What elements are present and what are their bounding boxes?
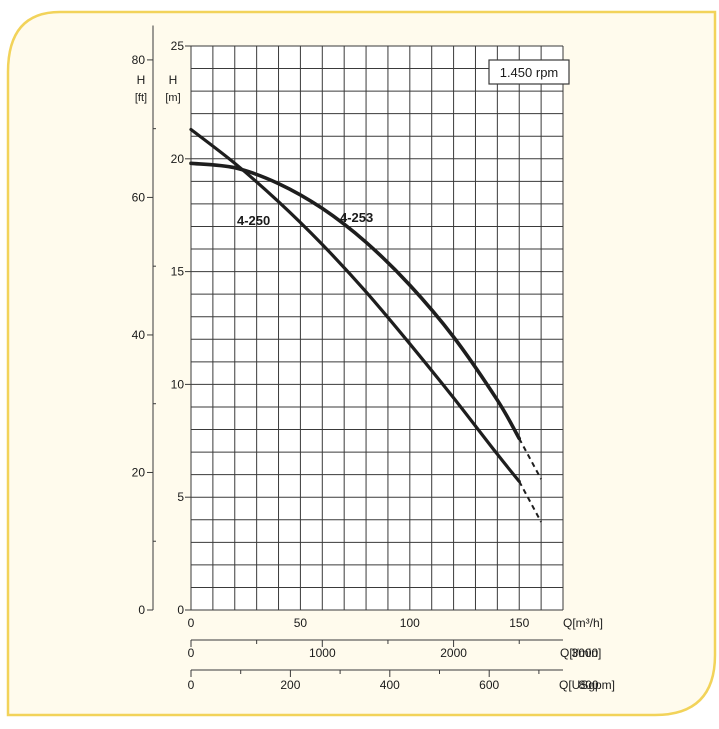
y-axis-m: 0 5 10 15 20 25 <box>171 39 191 617</box>
y-axis-ft-tick-label: 0 <box>138 603 145 617</box>
y-axis-m-tick-label: 10 <box>171 377 185 391</box>
x-axis-m3h: 0 50 100 150 <box>188 616 530 630</box>
x-axis-lmin-tick-label: 3000 <box>572 646 599 660</box>
series-line-4-250 <box>189 127 521 483</box>
y-axis-m-unit: [m] <box>165 92 180 104</box>
x-axis-usgpm-tick-label: 800 <box>579 678 599 692</box>
series-layer <box>189 127 542 523</box>
y-axis-ft-tick-label: 40 <box>132 328 146 342</box>
x-axis-lmin-tick-label: 1000 <box>309 646 336 660</box>
grid <box>190 45 564 611</box>
y-axis-ft: 0 20 40 60 80 <box>132 25 156 617</box>
speed-box-frame <box>488 59 570 85</box>
y-axis-ft-tick-label: 20 <box>132 465 146 479</box>
x-axis-m3h-tick-label: 50 <box>294 616 308 630</box>
series-extension-4-253 <box>518 438 542 480</box>
x-axis-lmin-unit: Q[l/min] <box>560 646 601 660</box>
plot-background <box>191 46 563 610</box>
y-axis-m-tick-label: 15 <box>171 265 185 279</box>
y-axis-m-tick-label: 25 <box>171 39 185 53</box>
x-axis-lmin-tick-label: 2000 <box>440 646 467 660</box>
x-axis-lmin-tick-label: 0 <box>188 646 195 660</box>
y-axis-ft-tick-label: 60 <box>132 190 146 204</box>
speed-box: 1.450 rpm <box>488 59 570 85</box>
y-axis-m-tick-label: 5 <box>177 490 184 504</box>
x-axis-usgpm-tick-label: 200 <box>280 678 300 692</box>
x-axis-usgpm: 0 200 400 600 800 <box>188 669 599 692</box>
x-axis-m3h-tick-label: 150 <box>509 616 529 630</box>
x-axis-usgpm-unit: Q[USgpm] <box>559 678 615 692</box>
y-axis-ft-unit: [ft] <box>135 92 147 104</box>
speed-label: 1.450 rpm <box>500 65 559 80</box>
series-line-4-253 <box>189 161 521 441</box>
x-axis-m3h-tick-label: 0 <box>188 616 195 630</box>
y-axis-m-tick-label: 0 <box>177 603 184 617</box>
x-axis-usgpm-tick-label: 0 <box>188 678 195 692</box>
series-label-4-253: 4-253 <box>340 210 373 225</box>
x-axis-usgpm-tick-label: 600 <box>479 678 499 692</box>
y-axis-m-title: H <box>169 73 178 87</box>
y-axis-ft-tick-label: 80 <box>132 53 146 67</box>
x-axis-usgpm-tick-label: 400 <box>380 678 400 692</box>
x-axis-lmin: 0 1000 2000 3000 <box>188 639 599 660</box>
y-axis-m-tick-label: 20 <box>171 152 185 166</box>
x-axis-m3h-tick-label: 100 <box>400 616 420 630</box>
series-label-4-250: 4-250 <box>237 213 270 228</box>
x-axis-m3h-unit: Q[m³/h] <box>563 616 603 630</box>
series-extension-4-250 <box>518 480 542 523</box>
y-axis-ft-title: H <box>137 73 146 87</box>
